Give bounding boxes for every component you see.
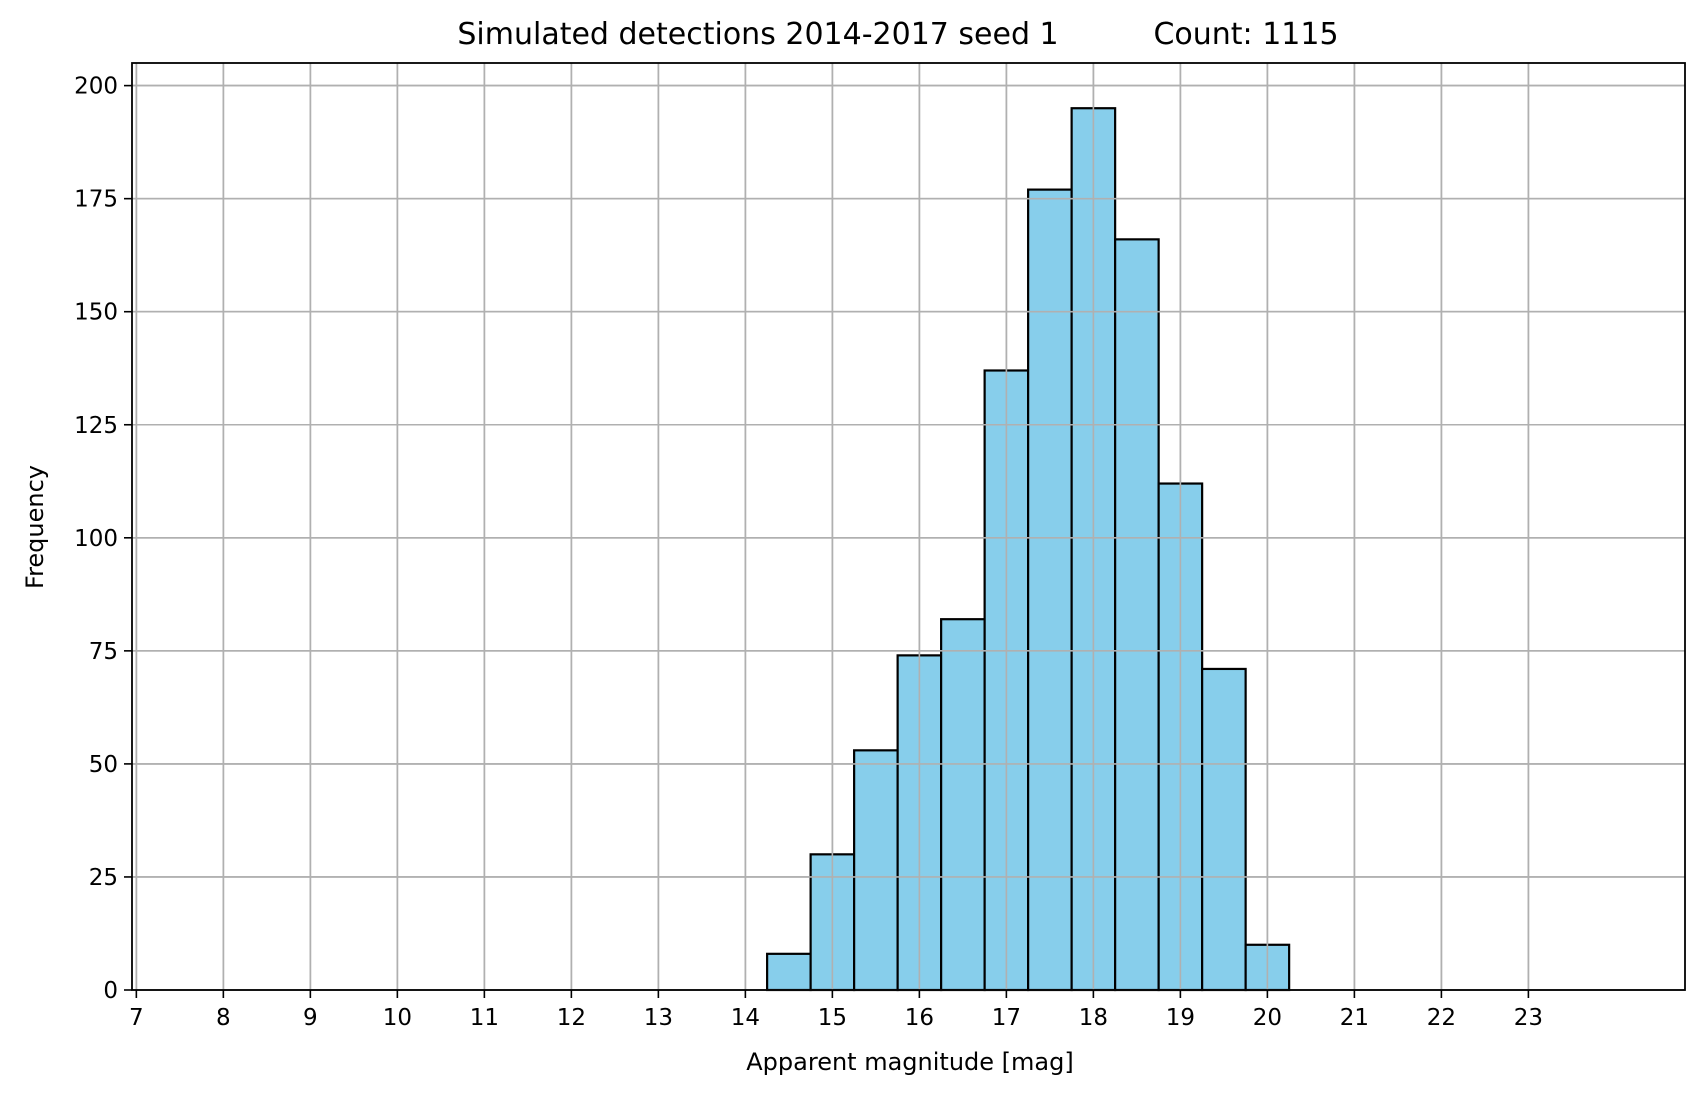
x-tick-label: 16 bbox=[905, 1005, 934, 1031]
x-tick-label: 15 bbox=[818, 1005, 847, 1031]
histogram-bar bbox=[853, 749, 899, 992]
x-tick-label: 13 bbox=[644, 1005, 673, 1031]
x-tick-label: 17 bbox=[992, 1005, 1021, 1031]
chart-title: Simulated detections 2014-2017 seed 1 bbox=[457, 17, 1058, 52]
y-tick-label: 200 bbox=[74, 74, 118, 100]
histogram-bar bbox=[1201, 667, 1247, 992]
plot-frame bbox=[131, 62, 1686, 991]
x-tick-label: 9 bbox=[303, 1005, 318, 1031]
x-tick-label: 22 bbox=[1427, 1005, 1456, 1031]
y-tick-label: 150 bbox=[74, 300, 118, 326]
y-tick-label: 75 bbox=[89, 639, 118, 665]
y-tick-label: 25 bbox=[89, 865, 118, 891]
count-label: Count: 1115 bbox=[1153, 17, 1338, 52]
histogram-bar bbox=[1114, 238, 1160, 992]
x-tick-label: 23 bbox=[1514, 1005, 1543, 1031]
histogram-bar bbox=[1027, 188, 1073, 992]
x-tick-label: 8 bbox=[216, 1005, 231, 1031]
x-tick-label: 7 bbox=[129, 1005, 144, 1031]
x-tick-label: 10 bbox=[383, 1005, 412, 1031]
y-tick-label: 0 bbox=[103, 978, 118, 1004]
x-tick-label: 18 bbox=[1079, 1005, 1108, 1031]
histogram-bar bbox=[766, 952, 812, 992]
x-tick-label: 19 bbox=[1166, 1005, 1195, 1031]
x-tick-label: 12 bbox=[557, 1005, 586, 1031]
y-tick-label: 50 bbox=[89, 752, 118, 778]
axis-ticks: 7 8 9 10 11 12 13 14 15 16 17 18 19 20 21 22 23 0 25 50 75 10… bbox=[74, 74, 1543, 1031]
x-tick-label: 11 bbox=[470, 1005, 499, 1031]
y-tick-label: 125 bbox=[74, 413, 118, 439]
x-tick-label: 20 bbox=[1253, 1005, 1282, 1031]
y-tick-label: 100 bbox=[74, 526, 118, 552]
y-tick-label: 175 bbox=[74, 187, 118, 213]
bars bbox=[132, 63, 1685, 992]
x-tick-label: 21 bbox=[1340, 1005, 1369, 1031]
histogram-bar bbox=[940, 618, 986, 992]
x-axis-label: Apparent magnitude [mag] bbox=[746, 1048, 1073, 1076]
y-axis-label: Frequency bbox=[21, 465, 49, 589]
x-tick-label: 14 bbox=[731, 1005, 760, 1031]
